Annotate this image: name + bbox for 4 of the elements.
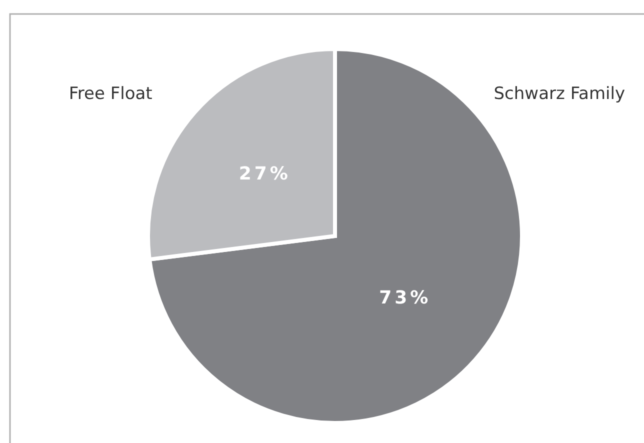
slice-label: Free Float [68,84,153,104]
data-label: 27% [238,164,291,185]
data-label: 73% [379,287,432,308]
slice-label: Schwarz Family [494,84,626,104]
